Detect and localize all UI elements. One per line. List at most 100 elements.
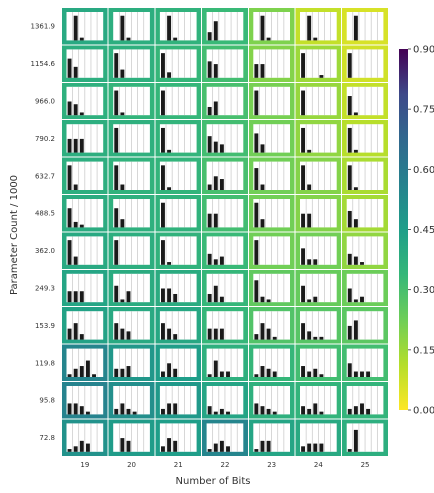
inset-bar bbox=[353, 406, 358, 415]
heatmap-cell bbox=[202, 269, 248, 307]
inset-bar bbox=[67, 165, 72, 190]
inset-bar bbox=[313, 336, 318, 340]
heatmap-cell bbox=[202, 419, 248, 456]
colorbar-tick-label: 0.45 bbox=[413, 225, 434, 236]
inset-bar bbox=[85, 411, 90, 415]
inset-bar bbox=[73, 368, 78, 377]
inset-bar bbox=[360, 403, 364, 415]
inset-bar bbox=[319, 443, 324, 452]
inset-bar bbox=[79, 334, 84, 340]
inset-bar bbox=[126, 37, 131, 41]
inset-bar bbox=[126, 408, 131, 415]
inset-bar bbox=[73, 221, 78, 228]
heatmap-cell bbox=[202, 307, 248, 344]
heatmap-cell bbox=[155, 344, 202, 381]
inset-bar bbox=[301, 127, 306, 153]
heatmap-cell bbox=[202, 195, 248, 232]
inset-bar bbox=[213, 259, 218, 265]
heatmap-cell bbox=[295, 232, 342, 269]
heatmap-cell bbox=[342, 232, 388, 269]
inset-bar bbox=[120, 112, 125, 116]
inset-bar bbox=[67, 328, 72, 340]
inset-bar bbox=[114, 285, 119, 303]
heatmap-cell bbox=[62, 307, 108, 344]
x-tick-label: 21 bbox=[174, 461, 183, 469]
inset-bar bbox=[207, 213, 212, 228]
inset-bar bbox=[213, 176, 218, 190]
inset-bar bbox=[114, 323, 119, 340]
heatmap-cell bbox=[155, 82, 202, 120]
inset-bar bbox=[254, 202, 259, 228]
heatmap-cell bbox=[108, 45, 155, 82]
inset-bar bbox=[347, 325, 352, 340]
inset-bar bbox=[126, 440, 131, 452]
heatmap-cell bbox=[155, 45, 202, 82]
heatmap-cell bbox=[62, 419, 108, 456]
inset-bar bbox=[207, 449, 212, 452]
inset-bar bbox=[120, 328, 125, 340]
inset-bar bbox=[226, 446, 230, 452]
inset-bar bbox=[313, 403, 318, 415]
heatmap-cell bbox=[108, 344, 155, 381]
inset-bar bbox=[213, 101, 218, 116]
colorbar-tick-label: 0.60 bbox=[413, 165, 434, 176]
inset-bar bbox=[161, 446, 165, 452]
inset-bar bbox=[207, 32, 212, 41]
heatmap-cell bbox=[62, 8, 108, 45]
inset-bar bbox=[254, 168, 259, 190]
inset-bar bbox=[260, 64, 265, 78]
inset-bar bbox=[260, 144, 265, 153]
heatmap-cell bbox=[248, 157, 295, 194]
inset-bar bbox=[173, 368, 178, 377]
inset-bar bbox=[120, 368, 125, 377]
heatmap-cell bbox=[155, 419, 202, 456]
inset-bar bbox=[161, 165, 165, 190]
inset-bar bbox=[161, 127, 165, 153]
inset-bar bbox=[254, 403, 259, 415]
inset-bar bbox=[120, 184, 125, 190]
inset-bar bbox=[213, 360, 218, 377]
inset-bar bbox=[260, 323, 265, 340]
heatmap-cell bbox=[202, 157, 248, 194]
inset-bar bbox=[173, 293, 178, 303]
x-tick-label: 25 bbox=[361, 461, 370, 469]
inset-bar bbox=[67, 101, 72, 116]
inset-bar bbox=[266, 328, 271, 340]
inset-bar bbox=[260, 219, 265, 228]
heatmap-cell bbox=[342, 419, 388, 456]
inset-bar bbox=[213, 64, 218, 78]
inset-bar bbox=[73, 323, 78, 340]
x-tick-labels: 19 20 21 22 23 24 25 bbox=[80, 461, 369, 469]
y-tick-label: 966.0 bbox=[35, 98, 55, 106]
heatmap-cell bbox=[248, 195, 295, 232]
inset-bar bbox=[301, 446, 306, 452]
inset-bar bbox=[167, 363, 172, 377]
x-tick-label: 24 bbox=[314, 461, 323, 469]
inset-bar bbox=[347, 288, 352, 303]
inset-bar bbox=[114, 53, 119, 78]
inset-bar bbox=[219, 179, 224, 190]
inset-bar bbox=[67, 240, 72, 265]
inset-bar bbox=[360, 262, 364, 265]
colorbar-ticks: 0.00 0.15 0.30 0.45 0.60 0.75 0.90 bbox=[408, 45, 434, 417]
inset-bar bbox=[307, 149, 312, 153]
inset-bar bbox=[366, 408, 371, 415]
inset-bar bbox=[85, 443, 90, 452]
inset-bar bbox=[73, 15, 78, 41]
colorbar: 0.00 0.15 0.30 0.45 0.60 0.75 0.90 bbox=[399, 45, 434, 417]
inset-bar bbox=[213, 285, 218, 303]
inset-bar bbox=[114, 240, 119, 265]
inset-bar bbox=[114, 127, 119, 153]
inset-bar bbox=[353, 219, 358, 228]
inset-bar bbox=[254, 449, 259, 452]
inset-bar bbox=[114, 208, 119, 228]
inset-bar bbox=[161, 288, 165, 303]
inset-bar bbox=[319, 374, 324, 377]
inset-bar bbox=[260, 440, 265, 452]
inset-bar bbox=[167, 15, 172, 41]
heatmap-cell bbox=[108, 157, 155, 194]
heatmap-cell bbox=[108, 8, 155, 45]
inset-bar bbox=[266, 440, 271, 452]
inset-bar bbox=[347, 408, 352, 415]
